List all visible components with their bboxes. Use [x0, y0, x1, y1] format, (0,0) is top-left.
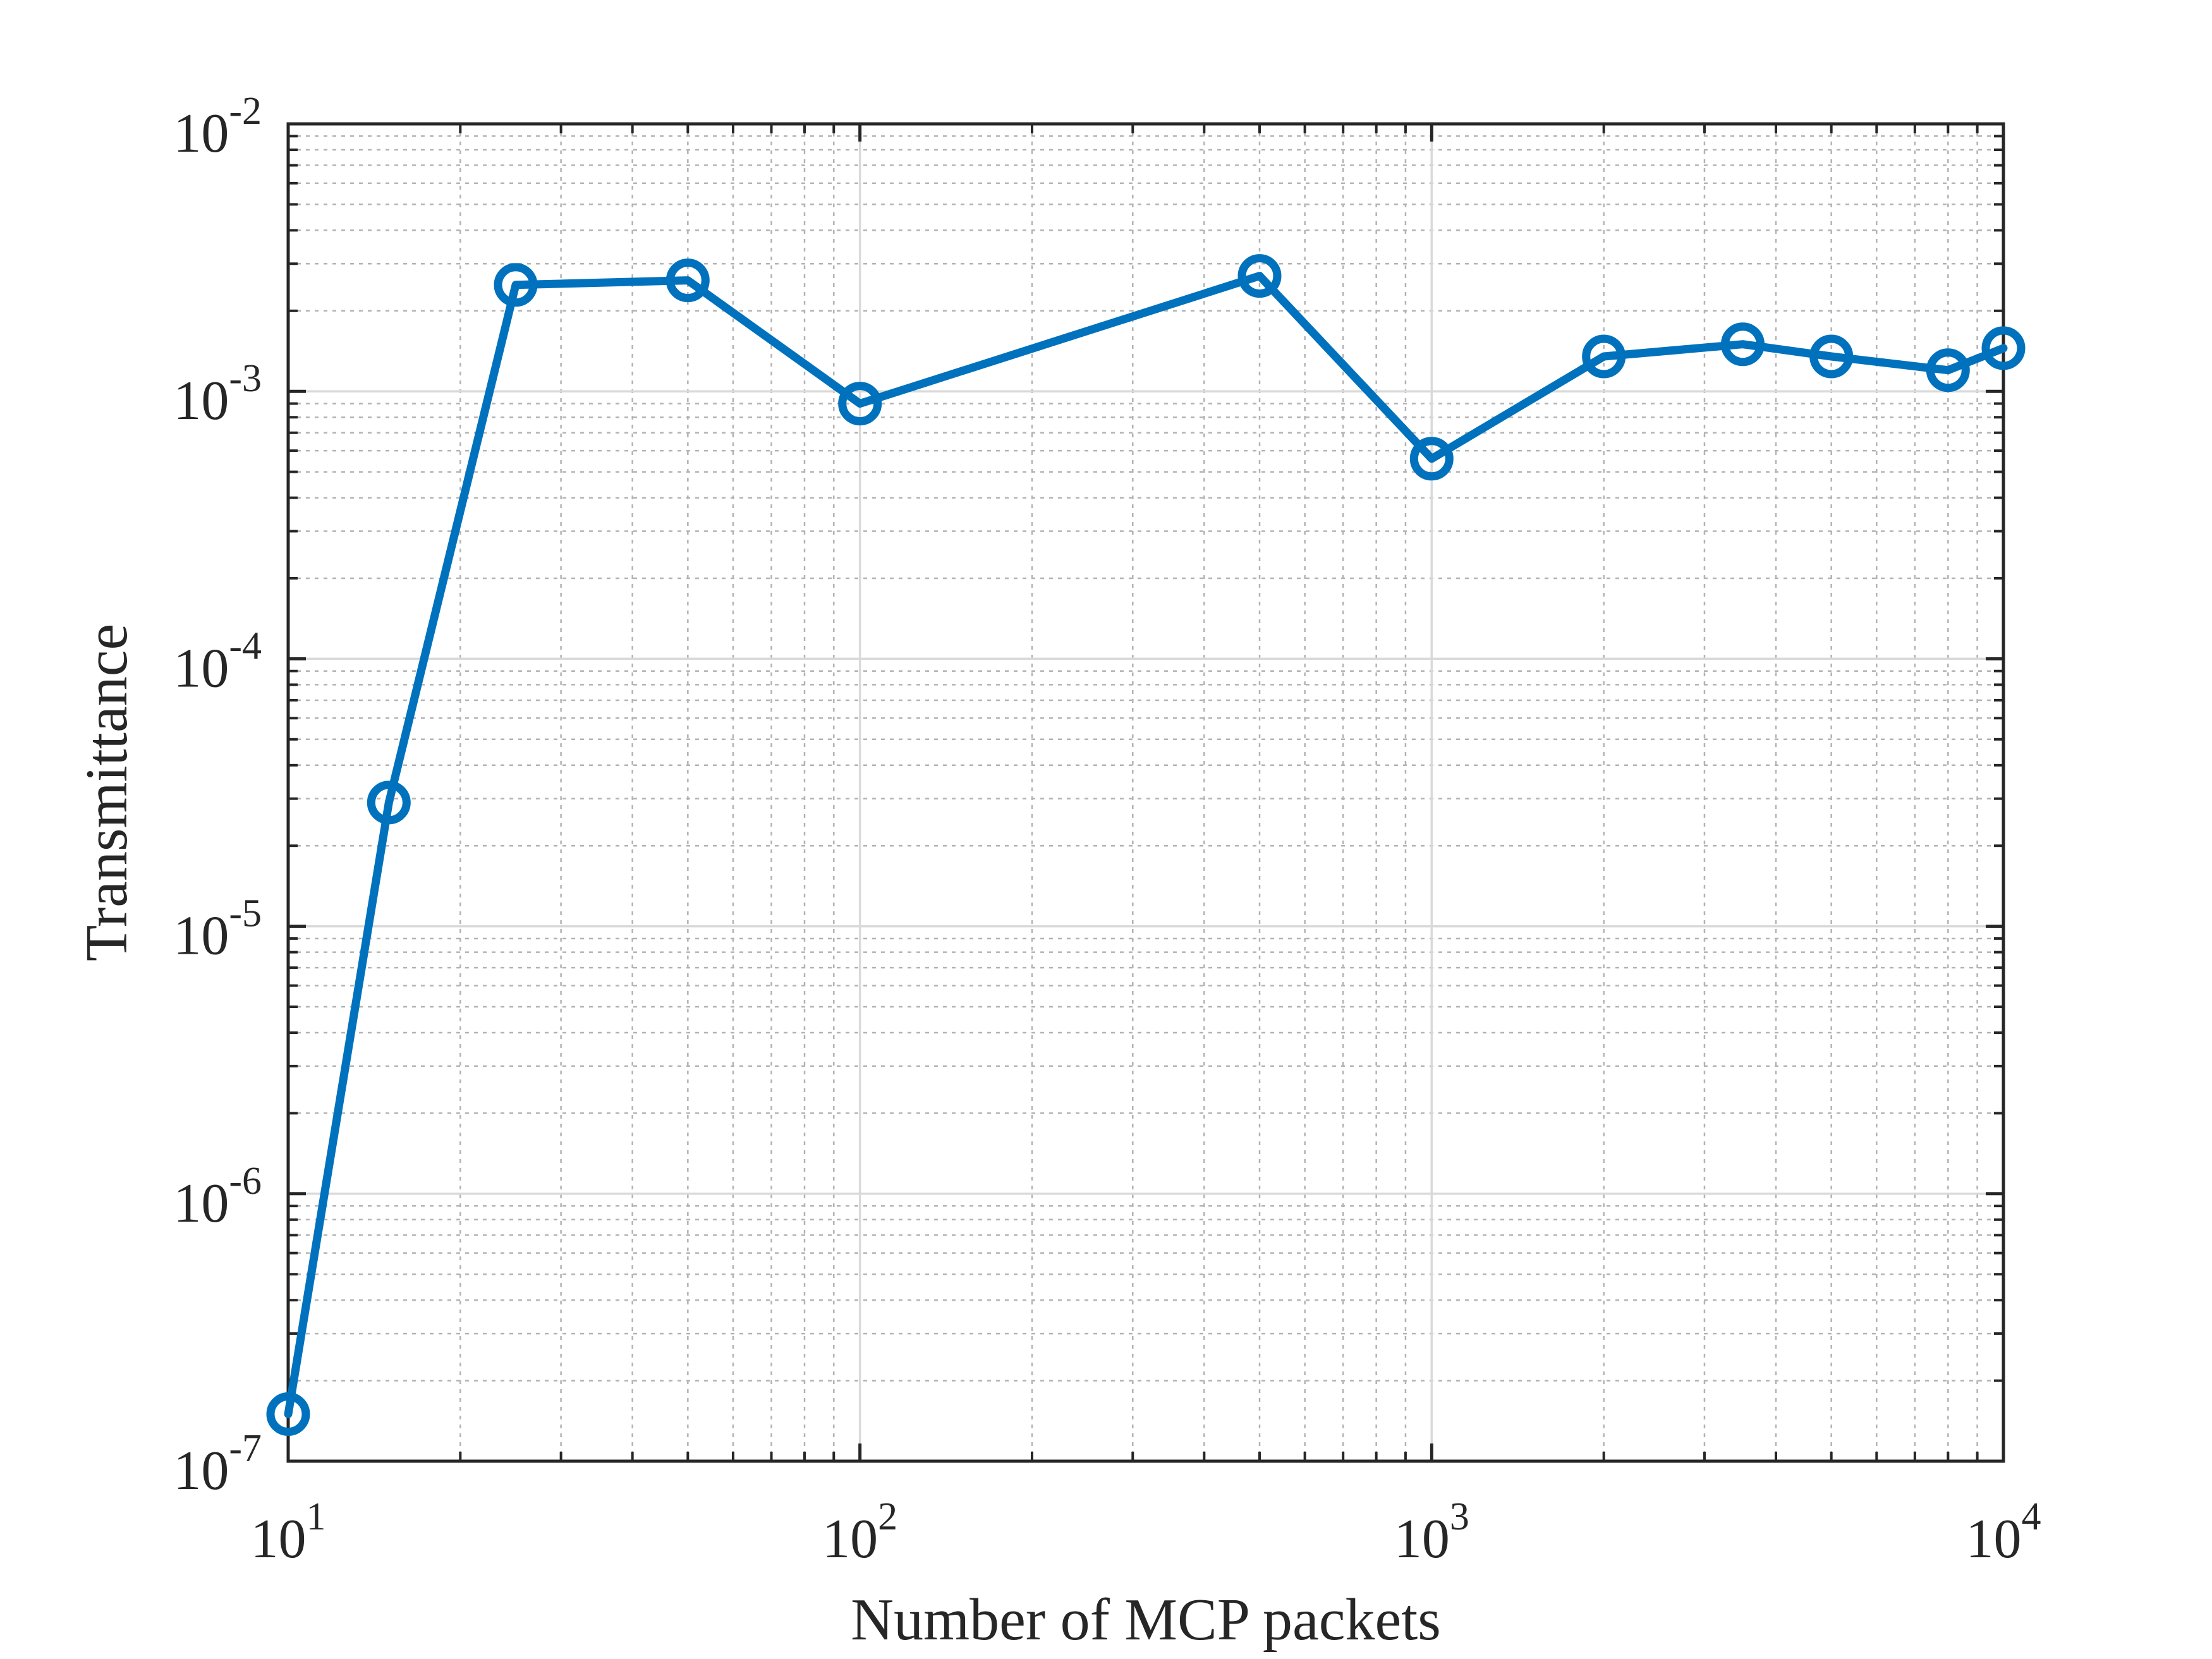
data-point [1409, 437, 1454, 481]
y-tick-labels: 10-710-610-510-410-310-2 [173, 90, 262, 1502]
plot-area-frame [286, 122, 2005, 1463]
x-tick-label: 101 [251, 1495, 326, 1570]
y-tick-exponent: -3 [229, 357, 262, 400]
y-tick-exponent: -2 [229, 90, 262, 133]
y-tick-label: 10-6 [173, 1160, 262, 1234]
y-axis-label: Transmittance [74, 624, 140, 961]
x-tick-exponent: 2 [878, 1495, 897, 1538]
y-tick-exponent: -7 [229, 1427, 262, 1470]
data-point [665, 258, 710, 303]
y-tick-label: 10-2 [173, 90, 262, 164]
minor-grid [288, 124, 2003, 1461]
x-tick-base: 10 [1966, 1509, 2022, 1570]
y-tick-label: 10-3 [173, 357, 262, 432]
data-point [1237, 254, 1282, 298]
x-tick-label: 102 [822, 1495, 897, 1570]
data-point [1981, 326, 2026, 370]
y-tick-base: 10 [173, 1173, 229, 1234]
y-tick-base: 10 [173, 370, 229, 432]
y-tick-base: 10 [173, 906, 229, 967]
data-point [1809, 334, 1854, 379]
data-point [367, 781, 411, 825]
y-tick-label: 10-5 [173, 892, 262, 967]
y-tick-label: 10-4 [173, 624, 262, 699]
x-tick-exponent: 1 [307, 1495, 326, 1538]
y-tick-exponent: -6 [229, 1160, 262, 1203]
x-tick-label: 104 [1966, 1495, 2041, 1570]
data-point [838, 382, 882, 426]
y-tick-label: 10-7 [173, 1427, 262, 1502]
x-tick-exponent: 3 [1450, 1495, 1469, 1538]
data-point [1721, 322, 1765, 367]
x-tick-base: 10 [822, 1509, 878, 1570]
data-point [266, 1392, 310, 1436]
y-tick-base: 10 [173, 638, 229, 699]
y-tick-base: 10 [173, 1440, 229, 1502]
y-tick-base: 10 [173, 103, 229, 164]
x-tick-base: 10 [251, 1509, 307, 1570]
y-tick-exponent: -4 [229, 624, 262, 667]
x-tick-label: 103 [1394, 1495, 1469, 1570]
series-layer [266, 254, 2026, 1436]
data-point [1926, 348, 1970, 392]
x-tick-exponent: 4 [2022, 1495, 2041, 1538]
data-point [494, 263, 538, 307]
x-tick-labels: 101 102 103 104 [251, 1495, 2041, 1570]
x-axis-label: Number of MCP packets [851, 1587, 1441, 1653]
x-tick-base: 10 [1394, 1509, 1450, 1570]
y-tick-exponent: -5 [229, 892, 262, 935]
data-point [1582, 334, 1626, 379]
